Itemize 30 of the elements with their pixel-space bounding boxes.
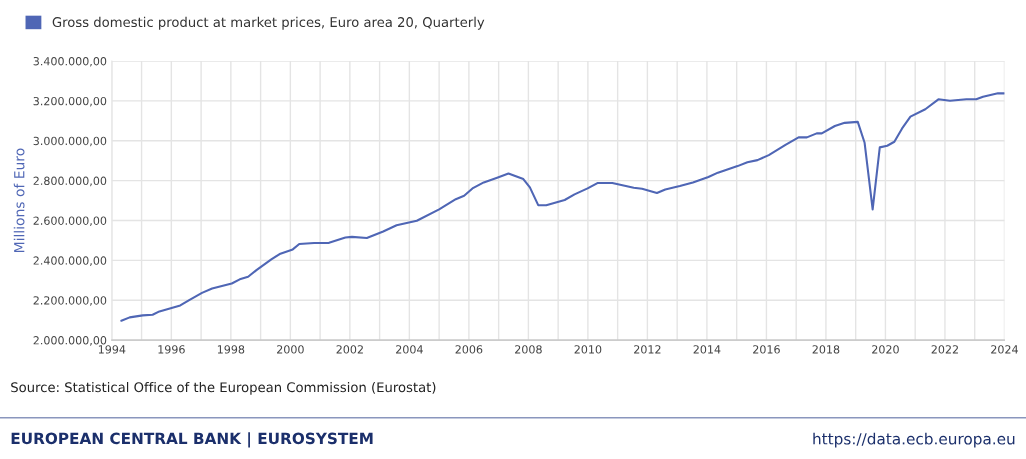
y-tick-label: 3.400.000,00 [33,57,107,67]
y-tick-label: 2.400.000,00 [33,256,107,266]
x-tick-label: 2020 [872,345,899,354]
x-tick-label: 1994 [98,345,126,354]
x-tick-label: 2014 [693,345,721,354]
y-tick-label: 3.000.000,00 [33,136,107,147]
y-axis-title: Millions of Euro [13,148,25,253]
x-tick-label: 2018 [812,345,840,354]
source-note: Source: Statistical Office of the European Commission (Eurostat) [11,381,436,395]
x-tick-label: 2002 [336,345,363,354]
x-tick-label: 2000 [277,345,304,354]
y-tick-label: 2.000.000,00 [33,336,107,346]
y-tick-label: 2.200.000,00 [33,296,107,306]
x-tick-label: 2006 [455,345,483,354]
legend-label: Gross domestic product at market prices, Euro area 20, Quarterly [52,16,485,30]
x-tick-label: 2012 [634,345,661,354]
x-tick-label: 2010 [574,345,602,354]
y-tick-label: 2.800.000,00 [33,176,107,187]
text: EUROPEAN CENTRAL BANK | EUROSYSTEM [11,432,373,448]
y-tick-label: 2.600.000,00 [33,216,107,227]
y-tick-label: 3.200.000,00 [33,96,107,107]
x-tick-label: 2008 [515,345,542,354]
line-series [120,92,1005,322]
text: https://data.ecb.europa.eu [813,432,1015,448]
x-tick-label: 2022 [931,345,958,354]
x-tick-label: 2016 [753,345,780,354]
x-tick-label: 1998 [217,345,245,354]
x-tick-label: 2024 [991,345,1018,354]
x-tick-label: 1996 [158,345,185,354]
x-tick-label: 2004 [396,345,423,354]
